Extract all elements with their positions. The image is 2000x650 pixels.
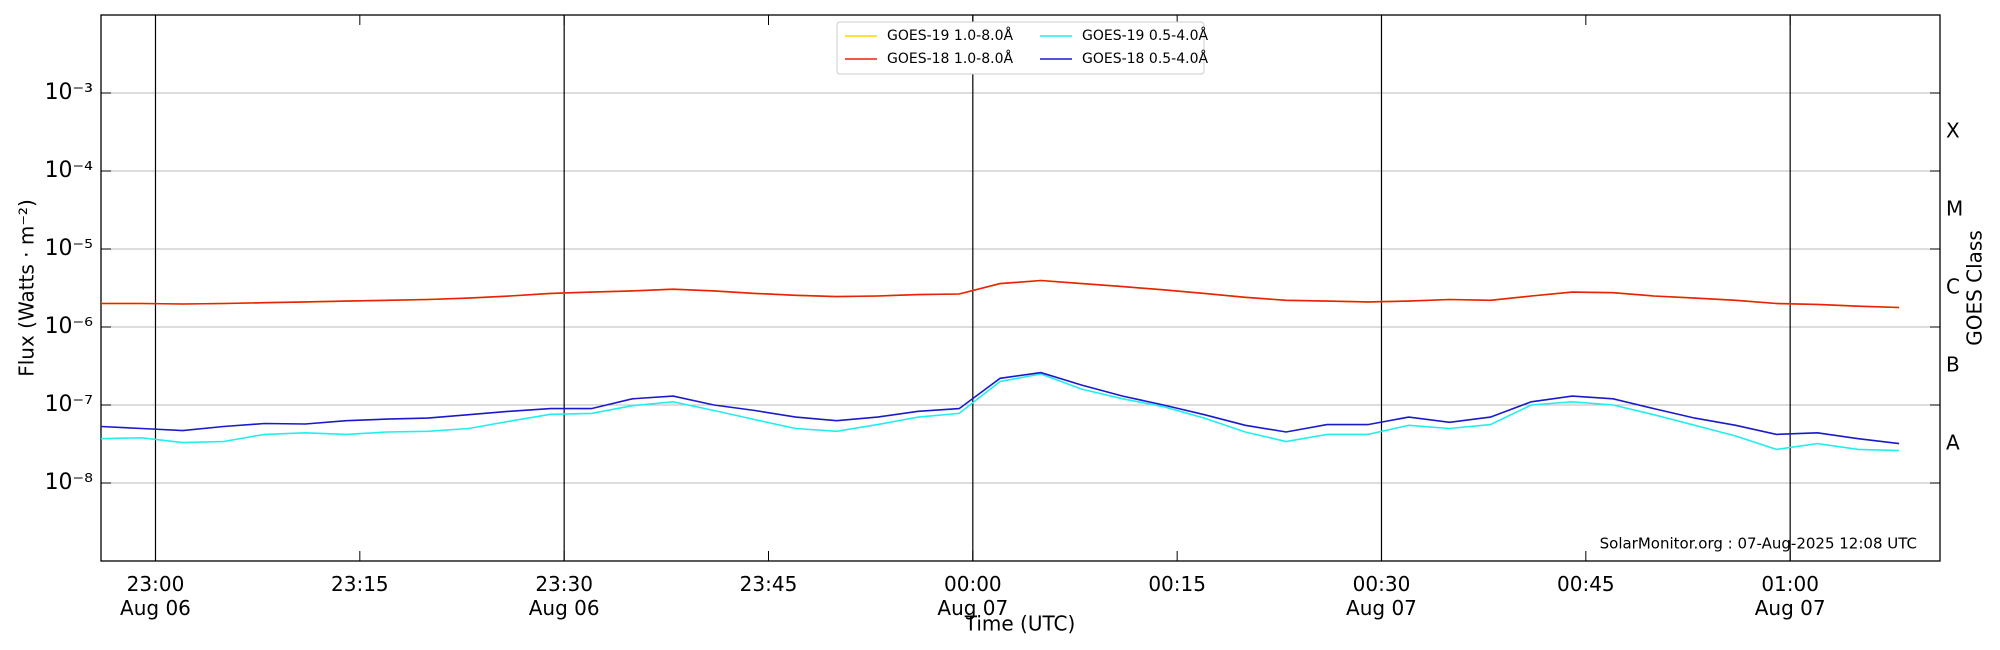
x-tick-label: 01:00 Aug 07 — [1755, 572, 1826, 620]
series-line — [101, 279, 1900, 309]
legend-label: GOES-18 1.0-8.0Å — [887, 50, 1013, 67]
y2-tick-label: B — [1946, 353, 1960, 377]
series-line — [100, 373, 1900, 452]
footnote: SolarMonitor.org : 07-Aug-2025 12:08 UTC — [1600, 535, 1917, 553]
x-tick-label: 23:30 Aug 06 — [529, 572, 600, 620]
legend-label: GOES-19 1.0-8.0Å — [887, 27, 1013, 44]
y-tick-label: 10⁻⁶ — [45, 314, 94, 339]
y-tick-label: 10⁻⁴ — [45, 158, 94, 183]
series-line — [100, 371, 1900, 445]
y-tick-label: 10⁻³ — [45, 80, 93, 105]
grid — [101, 15, 1940, 561]
y2-tick-label: M — [1946, 197, 1963, 221]
legend-label: GOES-19 0.5-4.0Å — [1082, 27, 1208, 44]
x-tick-label: 23:15 — [331, 572, 389, 596]
y-tick-label: 10⁻⁷ — [45, 392, 93, 417]
x-tick-label: 00:30 Aug 07 — [1346, 572, 1417, 620]
x-tick-label: 00:15 — [1148, 572, 1206, 596]
legend-label: GOES-18 0.5-4.0Å — [1082, 50, 1208, 67]
x-tick-label: 00:00 Aug 07 — [937, 572, 1008, 620]
x-tick-label: 23:00 Aug 06 — [120, 572, 191, 620]
y2-tick-label: X — [1946, 119, 1960, 143]
y-tick-label: 10⁻⁸ — [45, 470, 94, 495]
legend-box — [836, 21, 1205, 75]
plot-frame — [100, 14, 1941, 562]
y2-axis-label: GOES Class — [1963, 230, 1987, 346]
x-tick-label: 23:45 — [740, 572, 798, 596]
x-tick-label: 00:45 — [1557, 572, 1615, 596]
x-axis-label: Time (UTC) — [964, 612, 1076, 636]
y2-tick-label: C — [1946, 275, 1960, 299]
y2-tick-label: A — [1946, 431, 1960, 455]
y-axis-label: Flux (Watts · m⁻²) — [15, 199, 39, 377]
y-tick-label: 10⁻⁵ — [45, 236, 93, 261]
